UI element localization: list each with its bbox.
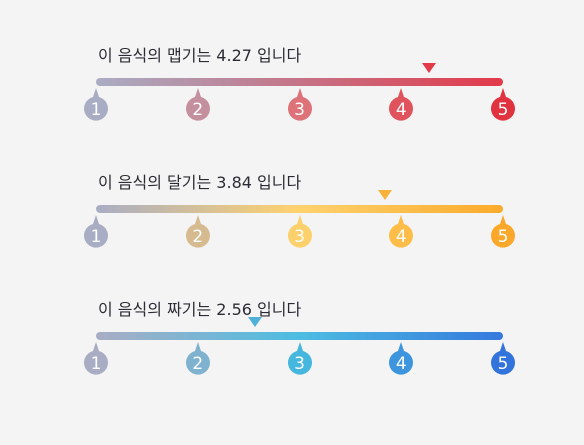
spiciness-title: 이 음식의 맵기는 4.27 입니다 (98, 46, 302, 65)
saltiness-tick-4: 4 (387, 342, 415, 378)
sweetness-tick-4: 4 (387, 215, 415, 251)
spiciness-scale: 이 음식의 맵기는 4.27 입니다 1 2 3 4 5 (0, 42, 584, 162)
pin-icon (185, 342, 210, 375)
saltiness-tick-5: 5 (489, 342, 517, 378)
pin-icon (185, 215, 210, 248)
spiciness-marker (421, 63, 436, 73)
saltiness-scale: 이 음식의 짜기는 2.56 입니다 1 2 3 4 5 (0, 296, 584, 416)
saltiness-tick-2: 2 (184, 342, 212, 378)
pin-icon (389, 88, 414, 121)
sweetness-tick-2: 2 (184, 215, 212, 251)
pin-icon (287, 88, 312, 121)
sweetness-tick-5: 5 (489, 215, 517, 251)
pin-icon (491, 88, 515, 121)
pin-icon (389, 342, 414, 375)
sweetness-tick-3: 3 (286, 215, 314, 251)
saltiness-marker (247, 317, 262, 327)
spiciness-tick-5: 5 (489, 88, 517, 124)
sweetness-title: 이 음식의 달기는 3.84 입니다 (98, 173, 302, 192)
spiciness-tick-2: 2 (184, 88, 212, 124)
spiciness-gradient-bar (96, 78, 503, 86)
pin-icon (84, 215, 108, 248)
sweetness-gradient-bar (96, 205, 503, 213)
saltiness-title: 이 음식의 짜기는 2.56 입니다 (98, 300, 302, 319)
spiciness-tick-4: 4 (387, 88, 415, 124)
pin-icon (84, 88, 108, 121)
saltiness-tick-3: 3 (286, 342, 314, 378)
sweetness-scale: 이 음식의 달기는 3.84 입니다 1 2 3 4 5 (0, 169, 584, 289)
pin-icon (185, 88, 210, 121)
spiciness-tick-1: 1 (82, 88, 110, 124)
pin-icon (287, 215, 312, 248)
pin-icon (491, 342, 515, 375)
pin-icon (389, 215, 414, 248)
pin-icon (491, 215, 515, 248)
saltiness-tick-1: 1 (82, 342, 110, 378)
saltiness-gradient-bar (96, 332, 503, 340)
spiciness-tick-3: 3 (286, 88, 314, 124)
sweetness-marker (377, 190, 392, 200)
sweetness-tick-1: 1 (82, 215, 110, 251)
pin-icon (287, 342, 312, 375)
pin-icon (84, 342, 108, 375)
